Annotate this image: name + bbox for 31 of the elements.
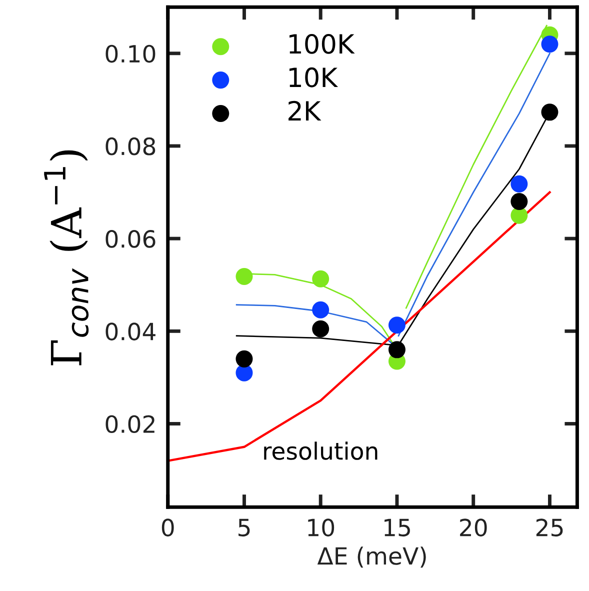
y-axis-title: Γ$_{conv}$ (A$^{−1}$) bbox=[44, 150, 89, 366]
y-tick-label: 0.02 bbox=[106, 415, 154, 434]
point bbox=[236, 364, 253, 382]
point bbox=[388, 316, 406, 334]
y-tick-label: 0.06 bbox=[106, 230, 156, 248]
x-axis-title: ΔE (meV) bbox=[317, 546, 426, 568]
point bbox=[236, 350, 253, 368]
point bbox=[312, 270, 330, 288]
x-tick-label: 15 bbox=[384, 518, 410, 536]
legend-label: 100K bbox=[290, 34, 355, 54]
y-tick-label: 0.04 bbox=[106, 322, 156, 340]
point bbox=[312, 320, 330, 338]
point bbox=[510, 175, 528, 192]
x-tick-label: 25 bbox=[536, 518, 563, 536]
y-tick-label: 0.10 bbox=[106, 44, 156, 63]
annotation: resolution bbox=[264, 442, 378, 460]
point bbox=[510, 193, 528, 210]
x-tick-label: 5 bbox=[238, 518, 250, 536]
x-tick-label: 20 bbox=[460, 518, 487, 536]
point bbox=[236, 268, 253, 286]
x-tick-label: 10 bbox=[308, 518, 334, 536]
y-tick-label: 0.08 bbox=[106, 137, 156, 156]
legend-label: 2K bbox=[288, 100, 322, 120]
point bbox=[312, 301, 330, 318]
point bbox=[541, 104, 558, 121]
legend-label: 10K bbox=[290, 67, 338, 88]
line-series bbox=[168, 191, 551, 462]
point bbox=[510, 206, 528, 224]
point bbox=[541, 36, 558, 53]
x-tick-label: 0 bbox=[162, 518, 174, 536]
point bbox=[388, 341, 406, 358]
